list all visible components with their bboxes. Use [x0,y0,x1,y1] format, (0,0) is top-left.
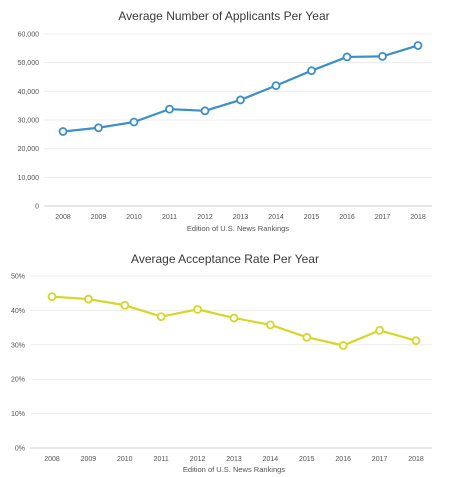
acceptance-x-tick-label: 2009 [81,456,97,463]
applicants-series-line [61,44,420,133]
acceptance-x-tick-label: 2017 [372,456,388,463]
applicants-data-point [307,66,316,76]
acceptance-data-point [375,325,385,335]
applicants-y-tick-label: 30,000 [18,118,40,125]
acceptance-x-tick-label: 2016 [335,456,351,463]
acceptance-data-point [120,300,130,310]
applicants-x-tick-label: 2009 [91,214,107,221]
acceptance-chart-y-ticks: 0% 10% 20% 30% 40% 50% [11,274,25,453]
applicants-chart-points [58,41,423,136]
applicants-data-point [378,51,387,61]
acceptance-y-tick-label: 0% [15,446,25,453]
acceptance-x-tick-label: 2018 [408,456,424,463]
acceptance-data-point [47,292,57,302]
acceptance-chart-x-axis-label: Edition of U.S. News Rankings [183,465,285,474]
applicants-chart-y-ticks: 0 10,000 20,000 30,000 40,000 50,000 60,000 [18,32,40,211]
acceptance-data-point [229,313,239,323]
acceptance-chart-points [47,292,421,350]
applicants-x-tick-label: 2010 [126,214,142,221]
applicants-y-tick-label: 60,000 [18,32,40,39]
acceptance-y-tick-label: 20% [11,377,25,384]
applicants-data-point [413,41,423,50]
applicants-data-point [94,123,103,133]
applicants-x-tick-label: 2016 [339,214,355,221]
acceptance-data-point [84,294,93,304]
applicants-chart-series [61,44,420,133]
acceptance-y-tick-label: 40% [11,308,25,315]
applicants-data-point [200,106,210,116]
applicants-x-tick-label: 2013 [233,214,249,221]
acceptance-x-tick-label: 2014 [263,456,279,463]
applicants-x-tick-label: 2014 [268,214,284,221]
acceptance-data-point [193,304,203,314]
acceptance-chart-x-ticks: 2008 2009 2010 2011 2012 2013 2014 2015 2016 2017… [44,456,424,463]
applicants-data-point [165,104,174,114]
acceptance-chart-title: Average Acceptance Rate Per Year [131,252,319,266]
applicants-y-tick-label: 50,000 [18,60,40,67]
applicants-chart-title: Average Number of Applicants Per Year [118,9,329,23]
applicants-y-tick-label: 0 [35,204,39,211]
applicants-data-point [129,117,139,127]
applicants-y-tick-label: 20,000 [18,146,40,153]
acceptance-x-tick-label: 2012 [190,456,206,463]
acceptance-data-point [302,332,312,342]
applicants-chart-x-ticks: 2008 2009 2010 2011 2012 2013 2014 2015 2016 2017… [55,214,426,221]
applicants-x-tick-label: 2012 [197,214,213,221]
applicants-chart: Average Number of Applicants Per Year 0 1… [18,9,432,233]
acceptance-x-tick-label: 2013 [226,456,242,463]
acceptance-x-tick-label: 2008 [44,456,60,463]
acceptance-x-tick-label: 2010 [117,456,133,463]
applicants-data-point [236,95,245,105]
acceptance-data-point [338,341,348,350]
acceptance-chart: Average Acceptance Rate Per Year 0% 10% 20… [11,252,432,474]
applicants-x-tick-label: 2017 [375,214,391,221]
acceptance-chart-gridlines [30,275,432,449]
applicants-x-tick-label: 2015 [304,214,320,221]
acceptance-data-point [411,336,421,346]
applicants-chart-gridlines [44,33,432,207]
applicants-x-tick-label: 2011 [162,214,177,221]
applicants-chart-x-axis-label: Edition of U.S. News Rankings [187,224,289,233]
applicants-x-tick-label: 2008 [55,214,71,221]
acceptance-y-tick-label: 10% [11,411,25,418]
acceptance-x-tick-label: 2015 [299,456,315,463]
applicants-data-point [342,52,352,62]
acceptance-data-point [156,312,166,321]
applicants-data-point [58,127,68,136]
applicants-x-tick-label: 2018 [410,214,426,221]
applicants-y-tick-label: 40,000 [18,89,40,96]
applicants-y-tick-label: 10,000 [18,175,40,182]
acceptance-x-tick-label: 2011 [154,456,169,463]
acceptance-y-tick-label: 50% [11,274,25,281]
acceptance-y-tick-label: 30% [11,342,25,349]
applicants-data-point [271,81,281,90]
acceptance-data-point [265,320,275,330]
